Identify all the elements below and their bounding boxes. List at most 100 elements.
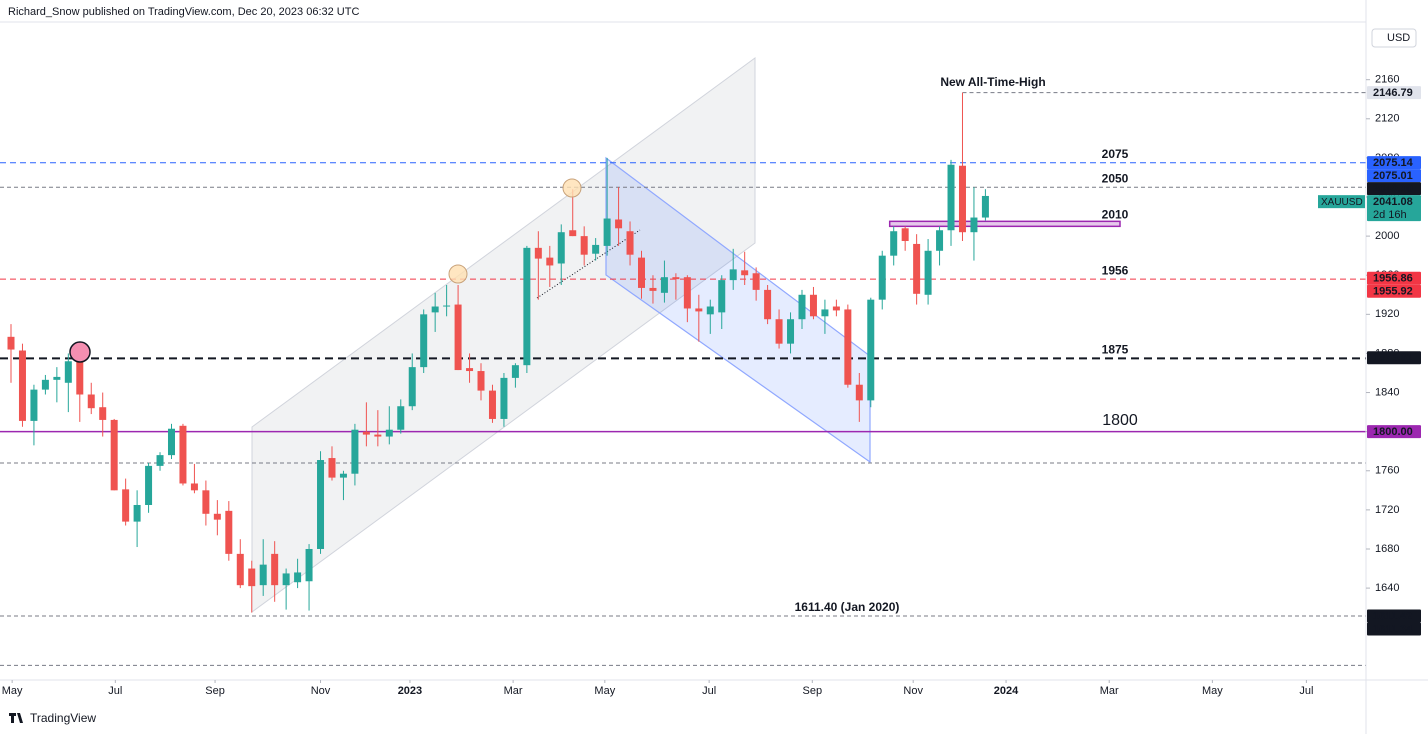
header: Richard_Snow published on TradingView.co… [8,6,359,18]
candle-body [890,231,898,256]
candle-body [718,280,726,313]
level-label: 1800 [1102,412,1138,429]
candle-body [660,277,668,293]
y-tick-label: 1920 [1375,308,1399,320]
candle-body [110,419,118,491]
price-tag [1367,86,1421,100]
candle-body [374,434,382,437]
y-tick-label: 1840 [1375,386,1399,398]
x-tick-label: Mar [504,685,523,697]
candle-body [511,365,519,378]
candle-body [328,458,336,478]
candle-body [397,406,405,430]
candle-body [970,217,978,233]
x-tick-label: Jul [702,685,716,697]
price-tag-label: 1956.86 [1373,273,1413,285]
x-tick-label: Sep [803,685,823,697]
y-tick-label: 1760 [1375,465,1399,477]
candle-body [179,425,187,484]
price-tag [1367,271,1421,285]
candle-body [122,489,130,522]
candle-body [592,244,600,254]
candle-body [500,377,508,419]
price-tag [1367,284,1421,298]
candle-body [809,294,817,317]
candle-body [317,460,325,549]
currency[interactable]: USD [1387,32,1410,44]
swing-marker [562,178,582,198]
price-tag-label: 1611.42 [1373,610,1412,622]
x-tick-label: Jul [108,685,122,697]
price-tag-label: 2049.90 [1373,183,1413,195]
candle-body [133,504,141,522]
candle-body [752,273,760,290]
price-tag-label: 2075.14 [1373,157,1414,169]
symbol-tag [1318,195,1365,209]
candle-body [362,431,370,435]
level-label: 2075 [1102,147,1129,161]
candle-body [546,257,554,266]
y-tick-label: 2000 [1375,230,1399,242]
candle-body [683,277,691,309]
candle-body [649,287,657,291]
candle-body [615,219,623,229]
candle-body [913,243,921,294]
price-tag-label: 1800.00 [1373,426,1413,438]
currency-box[interactable] [1371,28,1417,48]
candle-body [488,390,496,419]
price-axis: 1640168017201760180018401880192019602000… [1366,74,1399,594]
y-tick-label: 1680 [1375,543,1399,555]
candle-body [695,308,703,312]
level-label: 1875 [1102,343,1129,357]
price-tag-label: 2041.08 [1373,196,1413,208]
candle-body [145,465,153,505]
candle-body [213,513,221,520]
level-label: 1611.40 (Jan 2020) [795,600,900,614]
candle-body [443,305,451,307]
y-tick-label: 2120 [1375,113,1399,125]
candle-body [534,247,542,259]
candle-body [901,228,909,242]
candle-body [431,306,439,313]
candle-body [466,368,474,372]
price-tag [1367,622,1421,636]
candle-body [775,319,783,344]
levels [0,92,1366,666]
price-tag-label: 2146.79 [1373,87,1413,99]
x-tick-label: May [2,685,23,697]
candle-body [236,553,244,586]
price-tag [1367,425,1421,439]
candle-body [64,361,72,383]
candle-body [855,384,863,401]
candle-body [569,230,577,237]
candle-body [798,294,806,320]
drawings [251,57,871,613]
price-tag [1367,182,1421,196]
candle-body [672,277,680,280]
candle-body [99,407,107,420]
candle-body [408,367,416,407]
candle-body [248,568,256,587]
symbol-label: XAUUSD [1321,197,1363,208]
candle-body [87,394,95,409]
candle-body [351,429,359,474]
candle-body [420,314,428,368]
y-tick-label: 1640 [1375,582,1399,594]
candle-body [638,257,646,288]
candle-body [18,350,26,421]
candle-body [41,379,49,390]
candle-body [190,483,198,491]
candle-body [981,195,989,218]
candle-body [7,336,15,350]
level-label: 1956 [1102,263,1129,277]
candle-body [580,236,588,255]
candle-body [385,429,393,437]
candle-body [259,564,267,586]
candle-body [202,490,210,514]
x-tick-label: Sep [205,685,225,697]
price-tag-label: 2075.01 [1373,170,1413,182]
candle-body [764,289,772,320]
candle-body [741,270,749,276]
